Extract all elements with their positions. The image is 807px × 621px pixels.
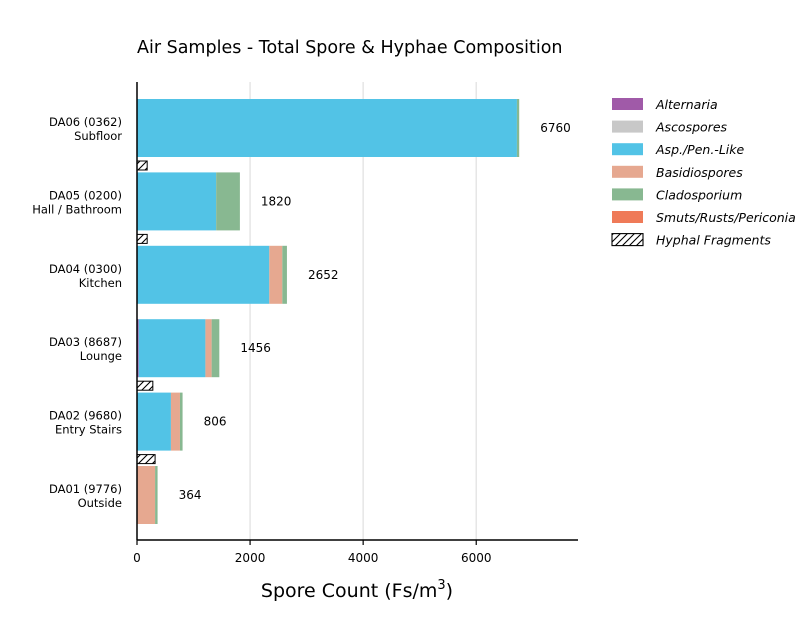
- total-label: 806: [204, 415, 227, 429]
- category-sublabel: Entry Stairs: [55, 423, 122, 437]
- legend: Alternaria Ascospores Asp./Pen.-Like Basidi…: [611, 97, 796, 248]
- legend-swatch: [612, 211, 643, 223]
- legend-label: Asp./Pen.-Like: [655, 142, 744, 157]
- legend-label: Smuts/Rusts/Periconia: [656, 210, 796, 225]
- x-tick-label: 0: [133, 551, 141, 565]
- legend-label: Hyphal Fragments: [656, 233, 771, 248]
- bar-segment: [516, 99, 520, 157]
- axes: DA06 (0362)Subfloor DA05 (0200)Hall / Bat…: [32, 82, 578, 565]
- legend-swatch: [611, 233, 644, 247]
- legend-label: Basidiospores: [656, 165, 743, 180]
- bar-segment: [179, 392, 183, 451]
- bar-segment: [137, 319, 139, 378]
- x-tick-label: 6000: [461, 551, 492, 565]
- legend-swatch: [612, 143, 643, 156]
- legend-swatch: [612, 98, 643, 110]
- category-label: DA06 (0362): [49, 115, 122, 129]
- bar-segment: [269, 245, 283, 304]
- bar-segment: [205, 319, 212, 378]
- hyphal-fragment-bar: [136, 380, 154, 391]
- total-label: 6760: [540, 121, 571, 135]
- category-sublabel: Outside: [78, 496, 122, 510]
- category-label: DA01 (9776): [49, 482, 122, 496]
- hyphal-fragment-bar: [136, 454, 156, 465]
- total-label: 2652: [308, 268, 339, 282]
- category-sublabel: Kitchen: [79, 276, 122, 290]
- bar-segment: [155, 466, 158, 524]
- bars: 6760 1820 2652 1456 806 364: [136, 99, 571, 524]
- hyphal-fragment-bar: [136, 233, 148, 244]
- category-label: DA05 (0200): [49, 188, 122, 202]
- bar-segment: [138, 319, 206, 378]
- x-tick-label: 2000: [235, 551, 266, 565]
- bar-segment: [137, 466, 156, 524]
- total-label: 364: [179, 488, 202, 502]
- bar-segment: [170, 392, 180, 451]
- legend-swatch: [612, 188, 643, 201]
- bar-segment: [216, 172, 240, 231]
- bar-segment: [137, 392, 171, 451]
- bar-segment: [137, 172, 217, 231]
- total-label: 1820: [261, 194, 292, 208]
- x-tick-label: 4000: [348, 551, 379, 565]
- legend-swatch: [612, 120, 643, 133]
- category-label: DA04 (0300): [49, 262, 122, 276]
- category-sublabel: Lounge: [80, 349, 122, 363]
- category-label: DA03 (8687): [49, 335, 122, 349]
- grid-lines: [249, 82, 477, 540]
- legend-label: Ascospores: [655, 120, 728, 135]
- bar-segment: [282, 245, 287, 304]
- chart-title: Air Samples - Total Spore & Hyphae Compo…: [137, 38, 563, 58]
- category-sublabel: Subfloor: [74, 129, 122, 143]
- category-label: DA02 (9680): [49, 409, 122, 423]
- legend-swatch: [612, 165, 643, 178]
- legend-label: Cladosporium: [656, 187, 742, 202]
- category-sublabel: Hall / Bathroom: [32, 202, 122, 216]
- total-label: 1456: [240, 341, 271, 355]
- bar-segment: [137, 99, 517, 157]
- legend-label: Alternaria: [655, 97, 718, 112]
- bar-segment: [137, 245, 270, 304]
- hyphal-fragment-bar: [136, 160, 148, 171]
- bar-segment: [211, 319, 220, 378]
- x-axis-label: Spore Count (Fs/m3): [261, 578, 453, 602]
